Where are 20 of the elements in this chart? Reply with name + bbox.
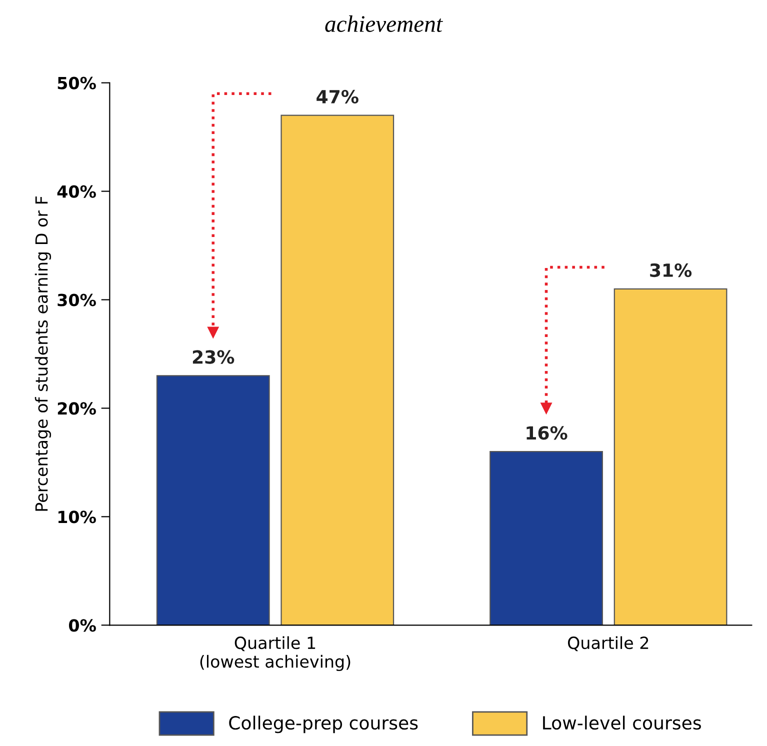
y-axis-title: Percentage of students earning D or F bbox=[34, 196, 52, 511]
y-tick-label: 50% bbox=[58, 76, 96, 90]
data-label: 23% bbox=[192, 350, 234, 364]
chart-title: achievement bbox=[325, 15, 443, 32]
data-label: 31% bbox=[650, 263, 692, 278]
data-label: 47% bbox=[316, 90, 358, 104]
bar bbox=[156, 375, 270, 626]
bar bbox=[490, 451, 603, 626]
bar bbox=[280, 114, 394, 626]
y-tick-label: 10% bbox=[58, 510, 96, 524]
y-tick-label: 20% bbox=[58, 402, 96, 415]
legend-label: Low-level courses bbox=[543, 716, 701, 730]
data-label: 16% bbox=[526, 426, 568, 440]
x-tick-label: Quartile 2 bbox=[568, 636, 648, 652]
x-tick-label: Quartile 1 (lowest achieving) bbox=[200, 636, 350, 672]
bar bbox=[614, 288, 728, 626]
y-tick-label: 40% bbox=[57, 185, 96, 198]
y-tick-label: 30% bbox=[58, 294, 96, 306]
legend-label: College-prep courses bbox=[229, 716, 418, 734]
y-tick-label: 0% bbox=[68, 619, 96, 632]
